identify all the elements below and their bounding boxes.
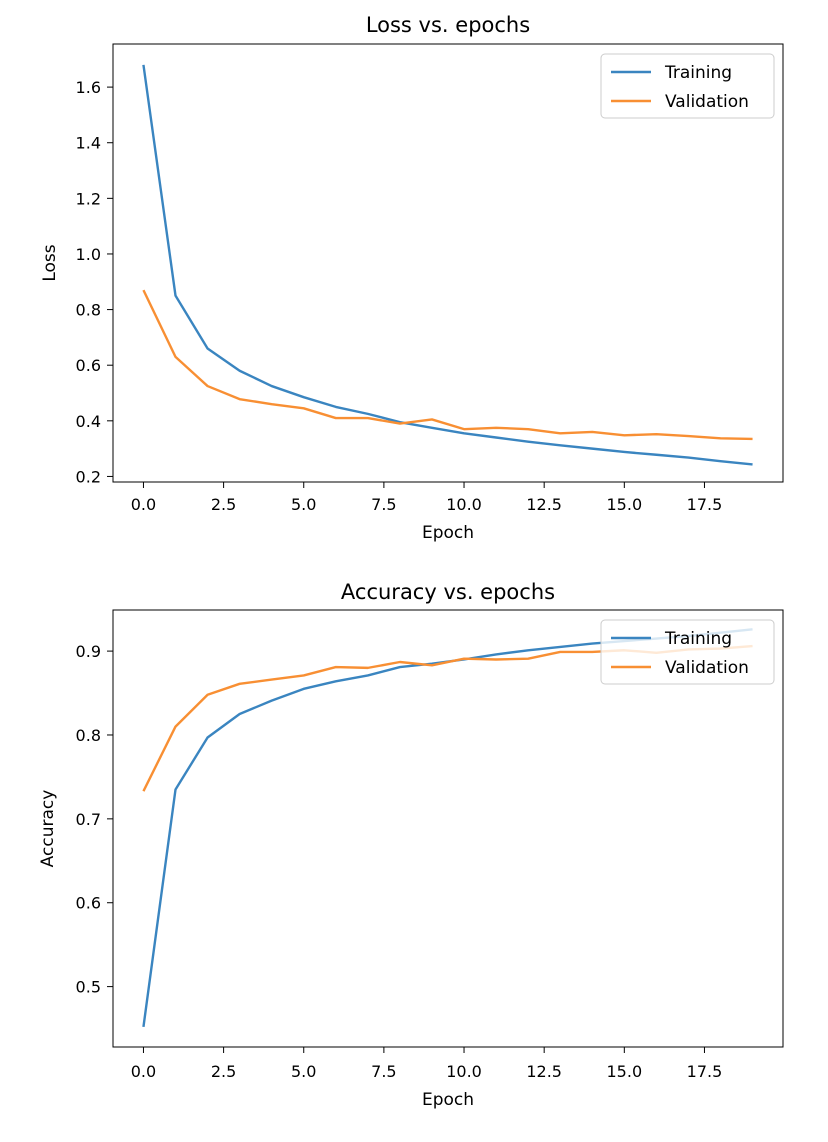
x-tick-label: 5.0 <box>291 1062 316 1081</box>
axes-frame <box>112 609 784 1048</box>
y-tick-label: 0.6 <box>76 356 101 375</box>
x-tick-label: 5.0 <box>291 495 316 514</box>
y-tick-label: 0.9 <box>76 642 101 661</box>
legend-label-training: Training <box>664 629 732 649</box>
x-tick-label: 0.0 <box>131 495 156 514</box>
y-tick-label: 0.8 <box>76 301 101 320</box>
y-tick-label: 0.7 <box>76 810 101 829</box>
x-tick-label: 12.5 <box>526 495 562 514</box>
x-axis-label: Epoch <box>422 1090 474 1110</box>
loss-chart: Loss vs. epochs 0.0 2.5 5.0 7.5 10.0 12.5 15.0 1… <box>40 13 784 543</box>
x-tick-label: 0.0 <box>131 1062 156 1081</box>
series-line-training <box>142 628 753 1028</box>
y-tick-label: 1.2 <box>76 189 101 208</box>
legend-label-validation: Validation <box>665 658 749 678</box>
y-tick-label: 1.4 <box>76 134 101 153</box>
series-line-validation <box>142 289 753 441</box>
y-tick-label: 0.2 <box>76 467 101 486</box>
x-tick-label: 7.5 <box>371 495 396 514</box>
x-tick-label: 15.0 <box>607 495 643 514</box>
y-tick-label: 0.4 <box>76 412 101 431</box>
y-tick-label: 1.0 <box>76 245 101 264</box>
legend-label-validation: Validation <box>665 92 749 112</box>
accuracy-chart: Accuracy vs. epochs 0.0 2.5 5.0 7.5 10.0 12.5 1… <box>38 580 784 1110</box>
x-tick-label: 15.0 <box>607 1062 643 1081</box>
chart-title: Loss vs. epochs <box>366 13 530 37</box>
legend-label-training: Training <box>664 63 732 83</box>
x-tick-label: 10.0 <box>446 1062 482 1081</box>
series-line-training <box>142 64 753 466</box>
x-tick-label: 2.5 <box>211 495 236 514</box>
x-tick-label: 17.5 <box>687 1062 723 1081</box>
y-tick-label: 0.6 <box>76 894 101 913</box>
x-tick-label: 2.5 <box>211 1062 236 1081</box>
x-tick-label: 17.5 <box>687 495 723 514</box>
x-tick-label: 10.0 <box>446 495 482 514</box>
chart-title: Accuracy vs. epochs <box>341 580 555 604</box>
y-tick-label: 0.8 <box>76 726 101 745</box>
y-tick-label: 1.6 <box>76 78 101 97</box>
x-tick-label: 12.5 <box>526 1062 562 1081</box>
y-axis-label: Loss <box>40 244 60 281</box>
y-tick-label: 0.5 <box>76 978 101 997</box>
legend: Training Validation <box>600 53 775 119</box>
x-tick-label: 7.5 <box>371 1062 396 1081</box>
y-axis-label: Accuracy <box>38 790 58 868</box>
legend: Training Validation <box>600 619 775 685</box>
x-axis-label: Epoch <box>422 523 474 543</box>
axes-frame <box>112 43 784 483</box>
